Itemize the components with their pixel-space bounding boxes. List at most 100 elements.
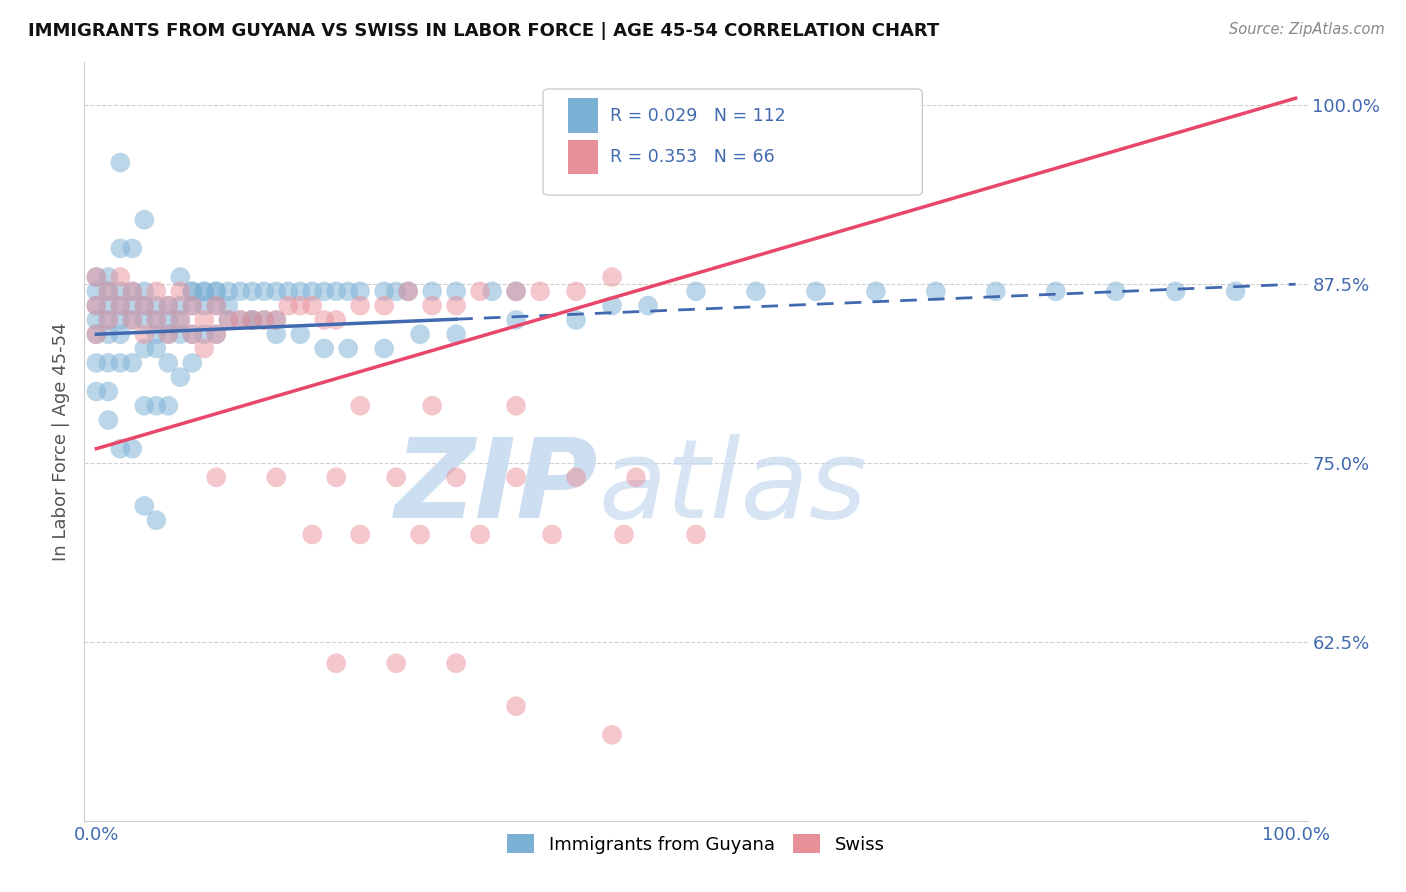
Point: [145, 299, 167, 313]
Point: [541, 527, 564, 541]
Point: [157, 399, 180, 413]
Point: [444, 470, 467, 484]
Point: [205, 299, 228, 313]
Point: [240, 313, 263, 327]
Point: [145, 513, 167, 527]
Point: [110, 299, 132, 313]
Point: [110, 241, 132, 255]
Point: [205, 285, 228, 299]
Point: [240, 313, 263, 327]
Point: [217, 313, 239, 327]
Point: [420, 285, 443, 299]
Point: [157, 327, 180, 342]
Point: [1225, 285, 1247, 299]
Point: [145, 327, 167, 342]
Point: [110, 155, 132, 169]
Point: [193, 313, 215, 327]
Text: atlas: atlas: [598, 434, 866, 541]
Point: [134, 285, 156, 299]
Point: [110, 442, 132, 456]
Point: [97, 313, 120, 327]
Point: [169, 270, 191, 285]
Point: [1045, 285, 1067, 299]
Point: [468, 285, 491, 299]
Point: [925, 285, 948, 299]
Point: [468, 527, 491, 541]
Point: [193, 285, 215, 299]
Point: [169, 370, 191, 384]
Point: [110, 327, 132, 342]
Point: [110, 285, 132, 299]
Point: [97, 313, 120, 327]
Point: [181, 299, 204, 313]
Point: [290, 285, 312, 299]
Text: Source: ZipAtlas.com: Source: ZipAtlas.com: [1229, 22, 1385, 37]
Point: [145, 285, 167, 299]
Y-axis label: In Labor Force | Age 45-54: In Labor Force | Age 45-54: [52, 322, 70, 561]
Point: [110, 270, 132, 285]
Point: [253, 313, 276, 327]
Point: [97, 356, 120, 370]
Point: [157, 356, 180, 370]
Point: [685, 285, 707, 299]
Point: [86, 356, 108, 370]
Point: [121, 299, 143, 313]
Point: [97, 384, 120, 399]
Point: [145, 313, 167, 327]
Point: [97, 299, 120, 313]
Point: [86, 285, 108, 299]
Point: [193, 327, 215, 342]
Point: [169, 285, 191, 299]
Point: [110, 313, 132, 327]
Text: R = 0.029   N = 112: R = 0.029 N = 112: [610, 106, 786, 125]
Point: [134, 313, 156, 327]
Point: [349, 399, 371, 413]
Point: [745, 285, 768, 299]
Point: [86, 270, 108, 285]
Point: [1105, 285, 1128, 299]
Point: [290, 299, 312, 313]
Point: [181, 285, 204, 299]
Point: [134, 342, 156, 356]
Point: [385, 657, 408, 671]
Point: [253, 285, 276, 299]
Point: [193, 299, 215, 313]
Point: [121, 313, 143, 327]
Point: [505, 399, 527, 413]
Point: [121, 241, 143, 255]
Point: [865, 285, 887, 299]
Text: R = 0.353   N = 66: R = 0.353 N = 66: [610, 148, 775, 166]
Point: [264, 313, 287, 327]
FancyBboxPatch shape: [543, 89, 922, 195]
Point: [169, 299, 191, 313]
Point: [565, 470, 588, 484]
Point: [86, 270, 108, 285]
Point: [804, 285, 827, 299]
Point: [86, 384, 108, 399]
Point: [373, 285, 395, 299]
Point: [157, 313, 180, 327]
Point: [86, 327, 108, 342]
Point: [121, 285, 143, 299]
Point: [217, 313, 239, 327]
Point: [637, 299, 659, 313]
Point: [444, 657, 467, 671]
Point: [97, 327, 120, 342]
Point: [385, 470, 408, 484]
Point: [420, 399, 443, 413]
Point: [349, 285, 371, 299]
Point: [157, 327, 180, 342]
Point: [240, 285, 263, 299]
Point: [110, 356, 132, 370]
Point: [505, 699, 527, 714]
Point: [86, 299, 108, 313]
Text: IMMIGRANTS FROM GUYANA VS SWISS IN LABOR FORCE | AGE 45-54 CORRELATION CHART: IMMIGRANTS FROM GUYANA VS SWISS IN LABOR…: [28, 22, 939, 40]
Point: [134, 212, 156, 227]
Legend: Immigrants from Guyana, Swiss: Immigrants from Guyana, Swiss: [501, 827, 891, 861]
Point: [290, 327, 312, 342]
Point: [600, 728, 623, 742]
Point: [685, 527, 707, 541]
Point: [444, 327, 467, 342]
Point: [396, 285, 419, 299]
Point: [529, 285, 551, 299]
